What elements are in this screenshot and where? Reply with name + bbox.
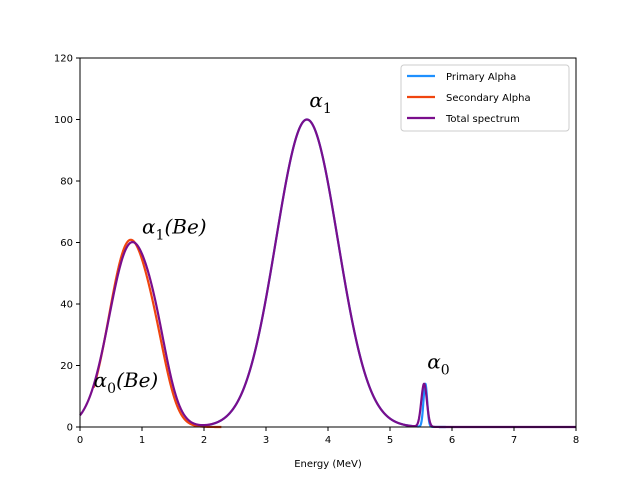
x-tick-label: 4: [325, 435, 331, 446]
peak-annotation-0: α1: [309, 88, 331, 117]
x-tick-label: 6: [449, 435, 455, 446]
x-tick-label: 2: [201, 435, 207, 446]
legend-label: Secondary Alpha: [446, 93, 531, 104]
annotation-layer: α1 α1(Be) α0(Be) α0: [94, 88, 450, 397]
legend: Primary Alpha Secondary Alpha Total spectr…: [400, 64, 570, 132]
legend-box: [400, 64, 570, 132]
x-tick-label: 8: [573, 435, 579, 446]
y-tick-label: 60: [60, 238, 73, 249]
x-tick-label: 1: [139, 435, 145, 446]
y-tick-label: 120: [54, 54, 73, 65]
x-tick-label: 3: [263, 435, 269, 446]
y-tick-label: 80: [60, 177, 73, 188]
y-tick-label: 0: [67, 423, 73, 434]
x-tick-label: 7: [511, 435, 517, 446]
peak-annotation-1: α1(Be): [142, 214, 207, 243]
legend-label: Primary Alpha: [446, 72, 516, 83]
legend-label: Total spectrum: [445, 114, 520, 125]
y-tick-label: 100: [54, 115, 73, 126]
y-tick-label: 40: [60, 300, 73, 311]
x-tick-label: 5: [387, 435, 393, 446]
peak-annotation-2: α0(Be): [94, 368, 159, 397]
y-tick-label: 20: [60, 361, 73, 372]
peak-annotation-3: α0: [427, 350, 449, 379]
x-axis-label: Energy (MeV): [294, 459, 362, 470]
x-tick-label: 0: [77, 435, 83, 446]
